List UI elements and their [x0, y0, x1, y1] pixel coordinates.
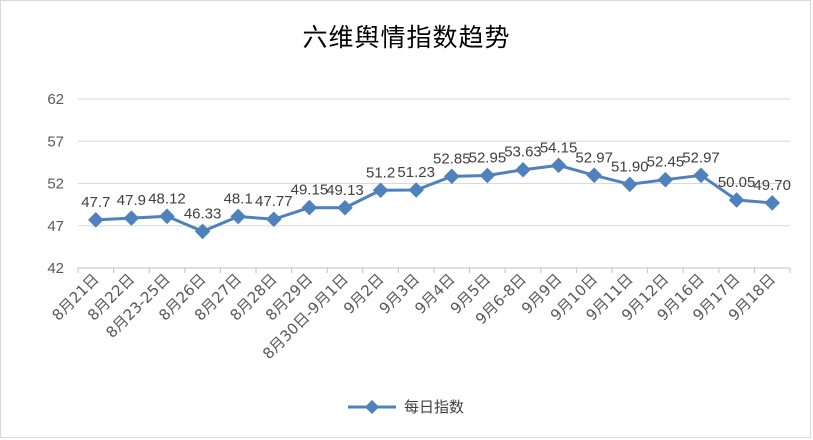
data-point	[337, 199, 353, 216]
data-label: 51.2	[366, 164, 395, 181]
y-tick-label: 42	[47, 260, 64, 277]
data-label: 53.63	[504, 144, 542, 161]
data-point	[372, 182, 389, 199]
data-point	[728, 192, 745, 208]
data-point	[693, 167, 709, 184]
data-label: 47.77	[255, 193, 293, 210]
data-label: 52.97	[575, 149, 613, 166]
data-point	[230, 208, 246, 225]
data-point	[586, 167, 602, 184]
data-label: 48.1	[224, 190, 253, 207]
y-tick-label: 57	[47, 133, 64, 150]
data-label: 51.90	[611, 158, 649, 175]
data-point	[123, 210, 140, 226]
data-point	[764, 195, 780, 211]
data-point	[194, 223, 211, 240]
data-label: 47.7	[81, 194, 110, 211]
data-point	[622, 176, 638, 193]
data-label: 46.33	[184, 205, 222, 222]
y-tick-label: 62	[47, 91, 64, 108]
data-label: 49.13	[326, 182, 364, 199]
data-label: 49.70	[753, 177, 791, 194]
chart-title: 六维舆情指数趋势	[302, 23, 511, 52]
y-tick-label: 47	[47, 218, 64, 235]
data-label: 48.12	[148, 190, 186, 207]
data-label: 49.15	[291, 182, 329, 199]
data-point	[301, 199, 318, 216]
data-point	[550, 157, 567, 174]
data-label: 52.85	[433, 150, 471, 167]
data-point	[444, 168, 460, 185]
legend: 每日指数	[348, 396, 464, 416]
legend-marker-icon	[348, 399, 396, 415]
data-point	[159, 208, 175, 225]
data-label: 50.05	[718, 174, 756, 191]
data-point	[266, 211, 282, 228]
data-label: 52.97	[682, 149, 720, 166]
data-label: 51.23	[397, 164, 435, 181]
data-point	[88, 212, 104, 228]
data-label: 54.15	[540, 139, 578, 156]
data-point	[408, 182, 424, 198]
data-label: 47.9	[117, 192, 146, 209]
data-label: 52.95	[469, 149, 507, 166]
y-tick-label: 52	[47, 176, 64, 193]
legend-label: 每日指数	[404, 397, 465, 416]
data-point	[479, 167, 496, 184]
data-point	[657, 171, 674, 188]
data-label: 52.45	[647, 154, 685, 171]
data-point	[515, 161, 531, 178]
